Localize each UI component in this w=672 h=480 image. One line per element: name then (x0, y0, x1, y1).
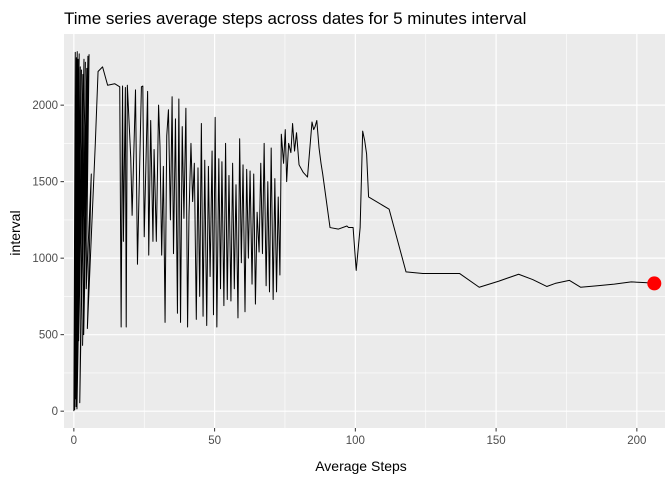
minor-gridlines (64, 34, 665, 428)
max-average-point (647, 276, 662, 291)
y-tick-label: 2000 (32, 100, 58, 112)
x-tick-label: 50 (208, 435, 221, 447)
plot-panel (64, 34, 665, 428)
y-tick-label: 500 (39, 330, 58, 342)
y-tick-label: 0 (52, 406, 58, 418)
y-axis-title: interval (7, 210, 23, 255)
x-axis-title: Average Steps (315, 458, 407, 474)
x-tick-label: 100 (346, 435, 365, 447)
x-tick-label: 0 (71, 435, 77, 447)
series-line (73, 51, 655, 412)
x-tick-label: 200 (627, 435, 646, 447)
y-tick-label: 1000 (32, 253, 58, 265)
y-axis: 0 500 1000 1500 2000 (32, 100, 64, 418)
x-axis: 0 50 100 150 200 (71, 428, 646, 447)
y-tick-label: 1500 (32, 177, 58, 189)
chart-title: Time series average steps across dates f… (64, 9, 526, 28)
x-tick-label: 150 (487, 435, 506, 447)
